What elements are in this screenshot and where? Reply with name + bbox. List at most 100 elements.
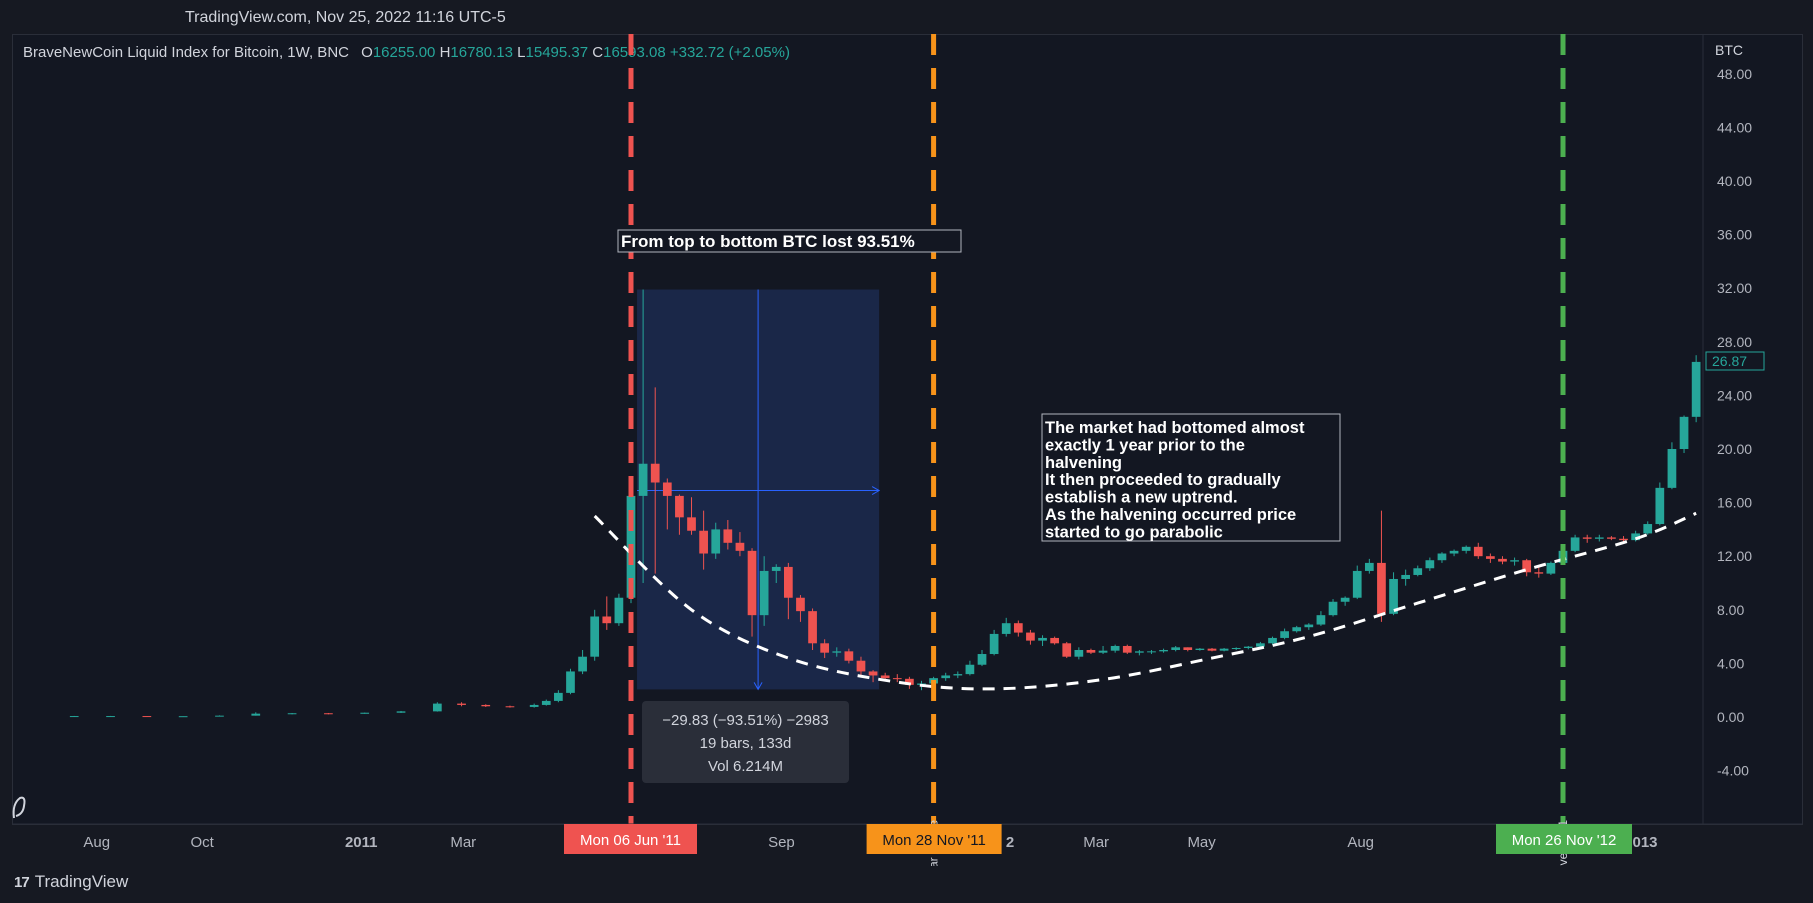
plot-area <box>69 34 1701 824</box>
candle <box>432 702 442 712</box>
candle-body <box>1038 637 1047 641</box>
candle-body <box>215 715 224 717</box>
open-value: 16255.00 <box>372 44 436 61</box>
annotation-top-to-bottom: From top to bottom BTC lost 93.51% <box>617 229 962 253</box>
candle <box>1607 536 1616 541</box>
candle-body <box>1413 568 1423 575</box>
candle <box>1038 635 1047 646</box>
candle <box>1328 599 1338 617</box>
candle-body <box>1510 560 1519 562</box>
candle <box>1147 650 1156 655</box>
candle-body <box>1001 623 1011 634</box>
annotation-line: halvening <box>1045 454 1122 472</box>
candle <box>723 520 733 550</box>
candle-body <box>324 713 333 715</box>
y-tick-label: 16.00 <box>1717 495 1752 511</box>
candle-body <box>505 706 515 708</box>
candle <box>1510 557 1519 566</box>
candle <box>457 702 466 707</box>
candle <box>590 609 600 661</box>
price-chart[interactable]: BTC48.0044.0040.0036.0032.0028.0024.0020… <box>0 0 1813 866</box>
close-value: 16593.08 <box>603 44 666 61</box>
candle-body <box>1425 560 1435 569</box>
x-tick-label: Aug <box>83 834 110 851</box>
candle-body <box>1352 570 1362 598</box>
candle <box>1437 552 1447 563</box>
candle <box>324 712 333 715</box>
candle-body <box>1498 558 1507 562</box>
candle <box>662 478 672 530</box>
candle <box>481 704 491 707</box>
candle <box>1183 647 1193 652</box>
candle <box>1122 644 1132 655</box>
candle-body <box>662 482 672 496</box>
candle <box>1195 647 1205 651</box>
candle-body <box>1122 645 1132 653</box>
candle-body <box>941 675 951 679</box>
annotation-text: From top to bottom BTC lost 93.51% <box>621 232 915 251</box>
candle <box>844 648 854 664</box>
candle-body <box>977 654 987 665</box>
candle <box>1026 629 1035 645</box>
x-tick-label: Aug <box>1347 834 1374 851</box>
candle <box>687 497 696 535</box>
candle-body <box>771 566 781 571</box>
y-tick-label: -4.00 <box>1717 763 1749 779</box>
y-axis-unit: BTC <box>1715 42 1743 58</box>
candle-body <box>808 611 817 644</box>
chart-frame[interactable] <box>12 34 1803 825</box>
candle <box>735 532 745 557</box>
candle-body <box>1377 562 1386 614</box>
candle-body <box>783 566 793 598</box>
candle <box>1340 596 1350 606</box>
candle-body <box>1328 601 1338 616</box>
measure-arrow-right <box>871 486 881 495</box>
candle-body <box>1110 645 1120 651</box>
footer-bar: 17 TradingView <box>0 866 1813 903</box>
tradingview-brand[interactable]: 17 TradingView <box>14 872 128 892</box>
candle-body <box>868 671 878 676</box>
marker-date-badge: Mon 26 Nov '12 <box>1496 824 1632 854</box>
candle <box>1461 545 1471 554</box>
candle-body <box>989 633 999 655</box>
candle <box>868 670 878 683</box>
candle <box>1570 534 1580 553</box>
candle-body <box>1389 578 1398 614</box>
candle-body <box>1607 537 1616 539</box>
annotation-line: establish a new uptrend. <box>1045 489 1238 507</box>
last-price-label: 26.87 <box>1712 353 1747 369</box>
candle <box>759 556 769 626</box>
candle <box>287 712 297 715</box>
candle <box>1110 644 1120 653</box>
candle-body <box>1594 537 1604 539</box>
candle <box>251 712 261 716</box>
high-label: H <box>439 44 451 61</box>
annotation-line: The market had bottomed almost <box>1045 419 1305 437</box>
candle-body <box>1050 637 1059 644</box>
candle <box>1304 623 1314 630</box>
y-tick-label: 32.00 <box>1717 280 1752 296</box>
annotation-line: exactly 1 year prior to the <box>1045 436 1245 454</box>
drawing-tool-icon <box>12 796 26 819</box>
candle <box>989 629 999 656</box>
candle <box>941 672 951 681</box>
candle-body <box>106 716 115 718</box>
candle <box>1280 628 1289 640</box>
candle-body <box>1147 651 1156 653</box>
candle <box>892 674 902 683</box>
candle-body <box>650 463 660 483</box>
x-tick-label: Mar <box>1083 834 1109 851</box>
candle-body <box>590 616 600 657</box>
x-tick-label: Oct <box>191 834 215 851</box>
candle <box>1522 558 1532 577</box>
candle-body <box>953 674 963 676</box>
candle <box>1546 561 1556 575</box>
candle-body <box>1667 449 1677 488</box>
candle-body <box>481 704 491 707</box>
candle <box>699 510 708 570</box>
candle-body <box>1364 562 1374 571</box>
candle-body <box>638 463 648 496</box>
candle <box>1050 636 1059 645</box>
candle-body <box>396 711 406 713</box>
marker-date-label: Mon 28 Nov '11 <box>882 832 985 849</box>
